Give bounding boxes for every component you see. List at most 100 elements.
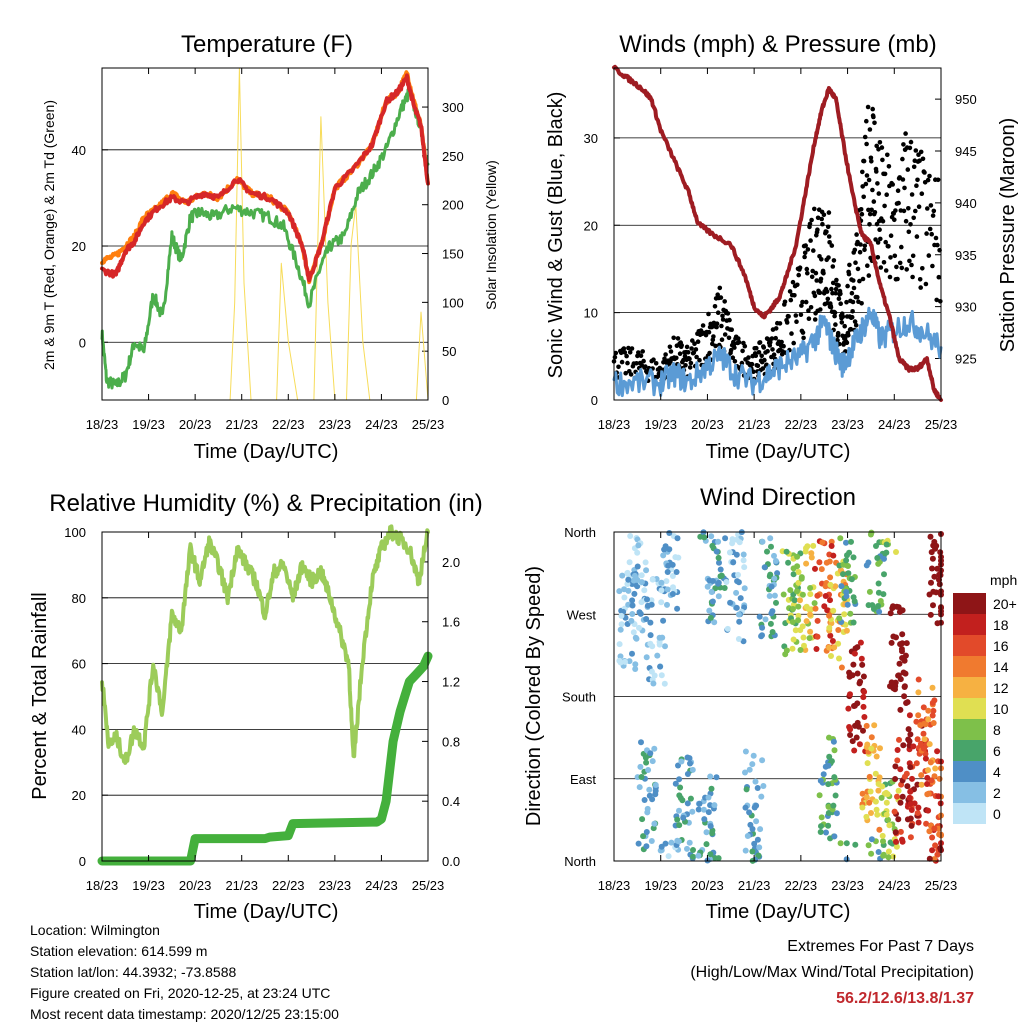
winds-ytick-right-label: 935: [955, 248, 977, 263]
gust-point: [791, 340, 796, 346]
gust-point: [850, 309, 855, 314]
direction-point: [847, 610, 854, 617]
winds-ytick-label: 10: [584, 306, 598, 321]
direction-point: [872, 770, 879, 777]
wind-direction-xtick-label: 24/23: [878, 878, 911, 893]
direction-point: [795, 569, 802, 575]
gust-point: [870, 187, 875, 193]
gust-point: [825, 224, 831, 230]
winds-ytick-right-label: 940: [955, 196, 977, 211]
direction-point: [715, 554, 722, 561]
gust-point: [700, 323, 706, 328]
gust-point: [833, 286, 839, 292]
direction-point: [868, 745, 875, 752]
direction-point: [660, 617, 667, 624]
colorbar-label: 20+: [993, 596, 1017, 612]
direction-point: [771, 592, 778, 599]
gust-point: [825, 296, 831, 302]
direction-point: [894, 747, 901, 753]
direction-point: [908, 822, 915, 829]
temperature-9m-line: [100, 70, 430, 285]
gust-point: [695, 339, 701, 345]
direction-point: [865, 842, 872, 849]
direction-point: [813, 646, 820, 652]
colorbar-swatch: [953, 614, 986, 635]
direction-point: [893, 603, 900, 610]
gust-point: [864, 173, 870, 178]
direction-point: [932, 543, 939, 550]
temperature-xtick-label: 21/23: [225, 417, 258, 432]
direction-point: [649, 643, 656, 650]
gust-point: [653, 361, 659, 366]
direction-point: [808, 550, 815, 557]
gust-point: [811, 248, 816, 253]
humidity-ytick-right-label: 2.0: [442, 555, 460, 570]
direction-point: [808, 554, 815, 561]
gust-point: [613, 350, 619, 356]
direction-point: [633, 635, 640, 642]
direction-point: [899, 793, 906, 800]
gust-point: [671, 335, 676, 341]
direction-point: [829, 638, 836, 644]
gust-point: [907, 258, 912, 264]
temperature-xtick-label: 24/23: [365, 417, 398, 432]
direction-point: [723, 579, 730, 585]
direction-point: [806, 635, 813, 642]
direction-point: [849, 738, 856, 745]
humidity-xtick-label: 25/23: [412, 878, 445, 893]
gust-point: [792, 293, 797, 298]
gust-point: [712, 304, 718, 309]
gust-point: [911, 164, 917, 170]
direction-point: [907, 815, 914, 822]
gust-point: [693, 347, 699, 352]
direction-point: [914, 810, 921, 816]
gust-point: [688, 360, 694, 366]
gust-point: [714, 324, 719, 330]
direction-point: [934, 620, 941, 627]
direction-point: [761, 564, 768, 571]
direction-point: [910, 743, 917, 750]
direction-point: [634, 549, 641, 556]
direction-point: [896, 736, 902, 743]
gust-point: [851, 278, 856, 283]
direction-point: [926, 591, 933, 598]
direction-point: [934, 748, 941, 755]
direction-point: [617, 659, 624, 666]
temperature-xtick-label: 23/23: [319, 417, 352, 432]
direction-point: [861, 714, 868, 720]
humidity-ytick-right-label: 1.6: [442, 615, 460, 630]
direction-point: [757, 826, 764, 833]
direction-point: [713, 548, 720, 555]
direction-point: [836, 655, 842, 662]
gust-point: [679, 343, 684, 348]
direction-point: [718, 572, 725, 579]
gust-point: [802, 254, 807, 260]
direction-point: [772, 558, 779, 564]
direction-point: [627, 533, 634, 539]
direction-point: [841, 611, 848, 618]
humidity-xtick-label: 22/23: [272, 878, 305, 893]
gust-point: [807, 221, 813, 227]
direction-point: [860, 727, 866, 734]
direction-point: [735, 636, 742, 642]
temperature-xtick-label: 22/23: [272, 417, 305, 432]
direction-point: [859, 790, 866, 797]
gust-point: [718, 295, 724, 300]
direction-point: [759, 538, 766, 545]
direction-point: [826, 644, 833, 651]
direction-point: [645, 767, 652, 773]
gust-point: [892, 253, 898, 259]
direction-point: [895, 787, 902, 794]
direction-point: [905, 726, 912, 733]
direction-point: [852, 841, 859, 848]
direction-point: [636, 784, 643, 791]
direction-point: [843, 627, 850, 634]
gust-point: [874, 169, 879, 174]
direction-point: [787, 587, 794, 594]
gust-point: [882, 171, 888, 177]
gust-point: [933, 235, 939, 241]
direction-point: [903, 640, 910, 647]
direction-point: [845, 563, 851, 569]
gust-point: [710, 337, 716, 343]
direction-point: [759, 757, 766, 764]
